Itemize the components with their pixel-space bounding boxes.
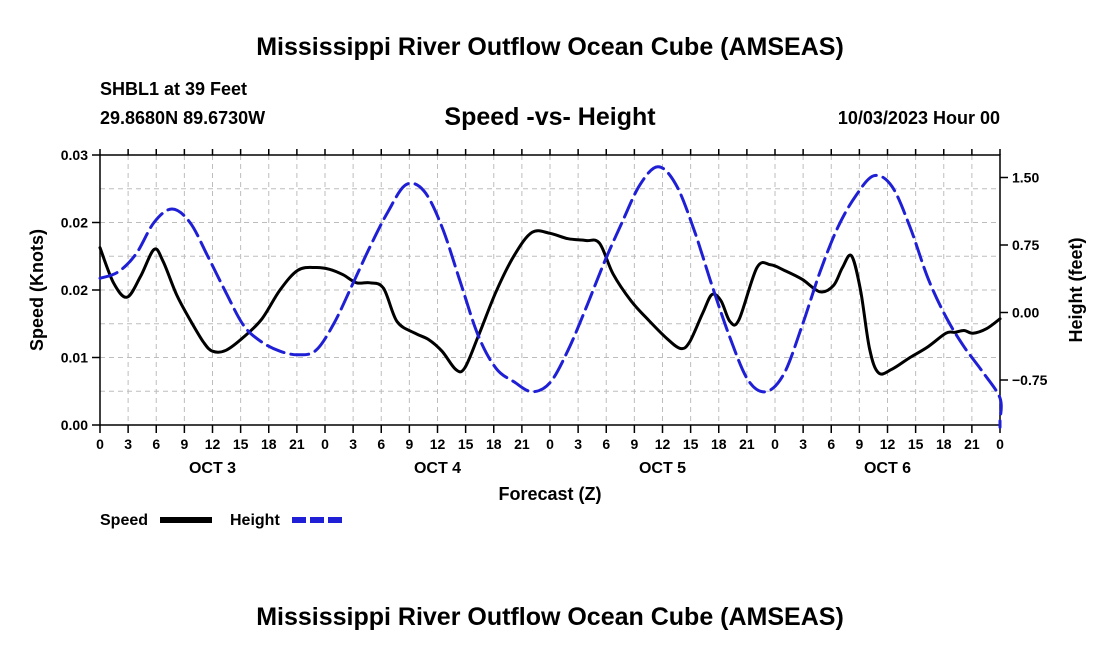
x-tick-label: 0 [321,436,329,452]
x-tick-label: 0 [96,436,104,452]
series-line-speed [98,229,1002,376]
x-day-label: OCT 4 [414,460,461,477]
legend: Speed Height [100,512,342,529]
x-day-label: OCT 3 [189,460,236,477]
y2-axis-label: Height (feet) [1066,238,1086,343]
footer-title: Mississippi River Outflow Ocean Cube (AM… [256,603,844,631]
station-label: SHBL1 at 39 Feet [100,79,247,99]
x-day-label: OCT 6 [864,460,911,477]
x-tick-label: 21 [514,436,530,452]
x-tick-label: 21 [739,436,755,452]
x-tick-label: 0 [996,436,1004,452]
x-tick-label: 0 [546,436,554,452]
x-tick-label: 9 [180,436,188,452]
x-tick-label: 0 [771,436,779,452]
y2-tick-label: 0.00 [1012,305,1039,321]
main-title: Mississippi River Outflow Ocean Cube (AM… [256,33,844,61]
y2-tick-label: −0.75 [1012,372,1048,388]
chart-subtitle: Speed -vs- Height [444,103,656,131]
x-tick-label: 18 [936,436,952,452]
y-tick-label: 0.03 [61,147,88,163]
x-tick-label: 12 [655,436,671,452]
x-tick-label: 18 [261,436,277,452]
x-tick-label: 9 [855,436,863,452]
legend-height-label: Height [230,512,280,529]
y-tick-label: 0.00 [61,417,88,433]
y-tick-label: 0.02 [61,282,88,298]
series-line-height [98,165,1003,429]
x-tick-label: 3 [799,436,807,452]
grid-lines [100,155,1000,425]
x-tick-label: 18 [711,436,727,452]
x-tick-label: 21 [964,436,980,452]
x-tick-label: 15 [683,436,699,452]
y-axis-label: Speed (Knots) [27,229,47,351]
x-axis-label: Forecast (Z) [498,484,601,504]
x-tick-label: 18 [486,436,502,452]
x-tick-label: 6 [152,436,160,452]
legend-speed-label: Speed [100,512,148,529]
y-tick-label: 0.02 [61,215,88,231]
x-tick-label: 6 [377,436,385,452]
forecast-date: 10/03/2023 Hour 00 [838,108,1000,128]
x-tick-label: 12 [430,436,446,452]
x-tick-label: 15 [458,436,474,452]
x-tick-label: 3 [124,436,132,452]
x-tick-label: 15 [908,436,924,452]
x-tick-label: 12 [205,436,221,452]
y2-tick-label: 0.75 [1012,237,1039,253]
axes [92,149,1008,433]
coordinates-label: 29.8680N 89.6730W [100,108,265,128]
tick-labels: 0 3 6 9 12 15 18 21 0 3 6 9 12 15 18 21 0 3 6 9 12 15 18 21 0 3 6 9… [61,147,1048,477]
series-lines [98,165,1003,429]
y2-tick-label: 1.50 [1012,170,1039,186]
x-tick-label: 6 [827,436,835,452]
x-tick-label: 6 [602,436,610,452]
x-tick-label: 15 [233,436,249,452]
x-day-label: OCT 5 [639,460,686,477]
x-tick-label: 21 [289,436,305,452]
x-tick-label: 12 [880,436,896,452]
x-tick-label: 9 [630,436,638,452]
y-tick-label: 0.01 [61,350,88,366]
x-tick-label: 3 [349,436,357,452]
x-tick-label: 3 [574,436,582,452]
x-tick-label: 9 [405,436,413,452]
